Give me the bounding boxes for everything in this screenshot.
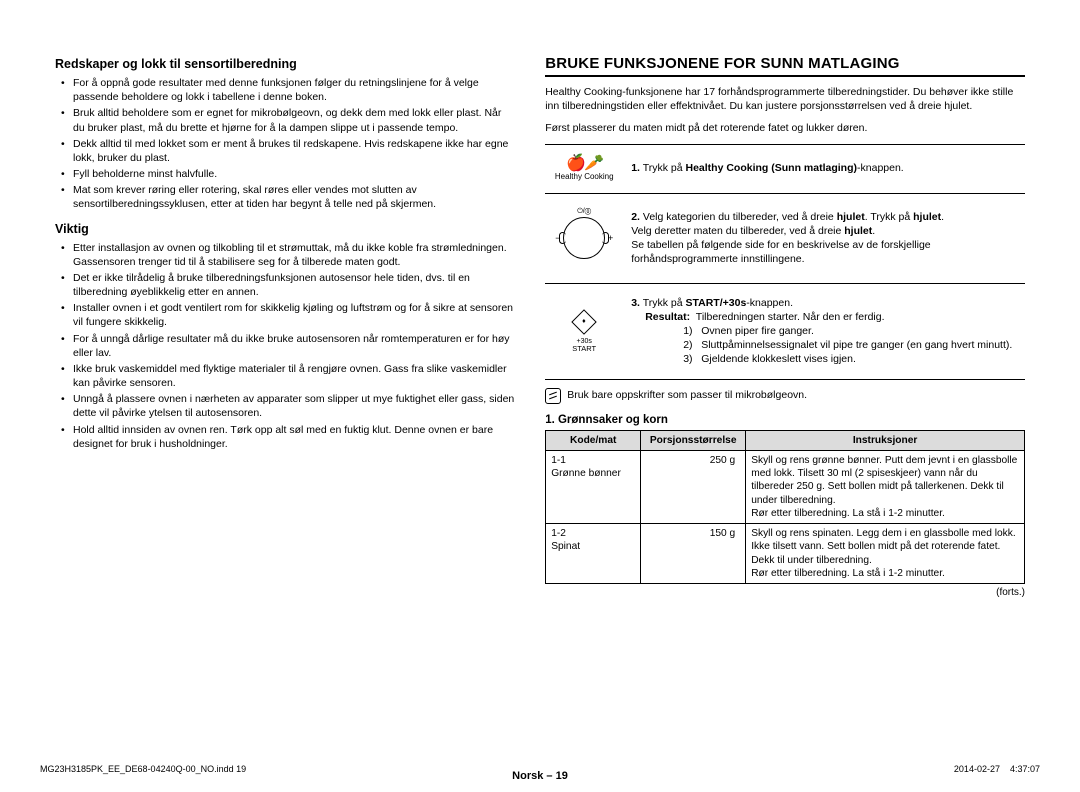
heading-utensils: Redskaper og lokk til sensortilberedning [55, 57, 515, 71]
start-icon: ♦ +30s START [545, 303, 623, 360]
list-item: Mat som krever røring eller rotering, sk… [73, 183, 515, 211]
step-row-1: 🍎🥕 Healthy Cooking 1. Trykk på Healthy C… [545, 144, 1025, 194]
list-item: For å oppnå gode resultater med denne fu… [73, 76, 515, 104]
right-column: BRUKE FUNKSJONENE FOR SUNN MATLAGING Hea… [545, 55, 1025, 740]
note-row: Bruk bare oppskrifter som passer til mik… [545, 388, 1025, 404]
left-column: Redskaper og lokk til sensortilberedning… [55, 55, 515, 740]
instructions-cell: Skyll og rens spinaten. Legg dem i en gl… [746, 524, 1025, 584]
list-item: Ikke bruk vaskemiddel med flyktige mater… [73, 362, 515, 390]
list-item: Det er ikke tilrådelig å bruke tilberedn… [73, 271, 515, 299]
step-number: 2. [631, 211, 640, 223]
list-item: Hold alltid innsiden av ovnen ren. Tørk … [73, 423, 515, 451]
step-3-text: 3. Trykk på START/+30s-knappen. Resultat… [623, 290, 1025, 373]
list-item: For å unngå dårlige resultater må du ikk… [73, 332, 515, 360]
section-title: BRUKE FUNKSJONENE FOR SUNN MATLAGING [545, 55, 1025, 77]
content-columns: Redskaper og lokk til sensortilberedning… [55, 55, 1025, 740]
step-number: 3. [631, 297, 640, 309]
intro-paragraph-1: Healthy Cooking-funksjonene har 17 forhå… [545, 85, 1025, 113]
print-crop-bottom: MG23H3185PK_EE_DE68-04240Q-00_NO.indd 19… [0, 764, 1080, 774]
intro-paragraph-2: Først plasserer du maten midt på det rot… [545, 121, 1025, 135]
bullets-utensils: For å oppnå gode resultater med denne fu… [55, 76, 515, 212]
healthy-cooking-icon: 🍎🥕 Healthy Cooking [545, 149, 623, 187]
list-item: Unngå å plassere ovnen i nærheten av app… [73, 392, 515, 420]
indd-filename: MG23H3185PK_EE_DE68-04240Q-00_NO.indd 19 [40, 764, 246, 774]
step-number: 1. [631, 162, 640, 174]
note-icon [545, 388, 561, 404]
table-header: Porsjonsstørrelse [641, 430, 746, 450]
list-item: Fyll beholderne minst halvfulle. [73, 167, 515, 181]
table-row: 1-1Grønne bønner 250 g Skyll og rens grø… [546, 450, 1025, 523]
note-text: Bruk bare oppskrifter som passer til mik… [567, 388, 807, 402]
step-row-2: ⏻/⓪ − + 2. Velg kategorien du tilbereder… [545, 194, 1025, 284]
list-item: Bruk alltid beholdere som er egnet for m… [73, 106, 515, 134]
list-item: Etter installasjon av ovnen og tilkoblin… [73, 241, 515, 269]
icon-caption: START [572, 345, 596, 353]
step-row-3: ♦ +30s START 3. Trykk på START/+30s-knap… [545, 284, 1025, 380]
bullets-important: Etter installasjon av ovnen og tilkoblin… [55, 241, 515, 451]
step-1-text: 1. Trykk på Healthy Cooking (Sunn matlag… [623, 155, 1025, 181]
table-title: 1. Grønnsaker og korn [545, 414, 1025, 426]
indd-timestamp: 2014-02-27 4:37:07 [954, 764, 1040, 774]
list-item: Dekk alltid til med lokket som er ment å… [73, 137, 515, 165]
dial-icon: ⏻/⓪ − + [545, 211, 623, 265]
icon-caption: Healthy Cooking [555, 173, 614, 182]
heading-important: Viktig [55, 222, 515, 236]
page: Redskaper og lokk til sensortilberedning… [0, 0, 1080, 792]
continued-label: (forts.) [545, 587, 1025, 598]
instructions-cell: Skyll og rens grønne bønner. Putt dem je… [746, 450, 1025, 523]
table-header: Instruksjoner [746, 430, 1025, 450]
table-row: 1-2Spinat 150 g Skyll og rens spinaten. … [546, 524, 1025, 584]
food-table: Kode/mat Porsjonsstørrelse Instruksjoner… [545, 430, 1025, 585]
list-item: Installer ovnen i et godt ventilert rom … [73, 301, 515, 329]
table-header: Kode/mat [546, 430, 641, 450]
step-2-text: 2. Velg kategorien du tilbereder, ved å … [623, 204, 1025, 273]
